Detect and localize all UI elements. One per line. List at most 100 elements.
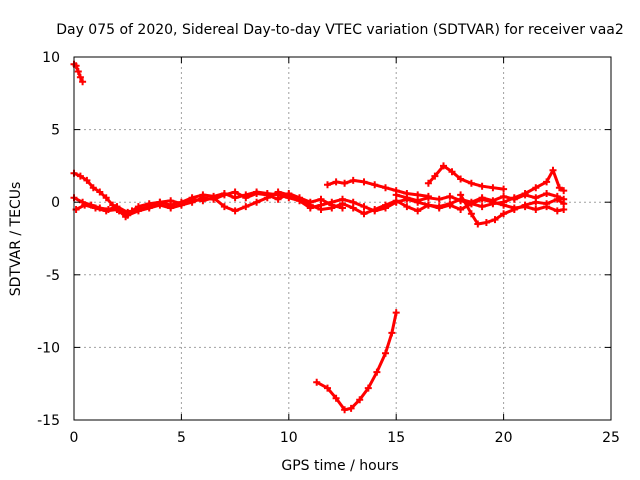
data-point (89, 184, 97, 192)
data-point (306, 198, 314, 206)
data-point (403, 203, 411, 211)
data-point (510, 206, 518, 213)
data-point (83, 176, 91, 184)
data-point (382, 349, 389, 357)
x-tick-label: 25 (602, 430, 620, 446)
y-tick-label: -5 (46, 268, 60, 284)
data-point (102, 194, 110, 202)
series-arc-7 (424, 162, 508, 193)
data-point (296, 194, 303, 202)
data-point (553, 195, 561, 203)
data-point (349, 176, 357, 184)
data-point (274, 188, 282, 196)
data-point (403, 194, 411, 202)
chart-title: Day 075 of 2020, Sidereal Day-to-day VTE… (56, 22, 624, 38)
data-point (431, 172, 439, 180)
data-point (543, 190, 551, 197)
data-point (220, 203, 228, 211)
data-point (79, 78, 87, 86)
series-arc-8 (457, 191, 568, 228)
data-point (371, 181, 379, 189)
x-tick-label: 15 (387, 430, 405, 446)
data-point (457, 175, 465, 183)
data-point (177, 201, 185, 209)
data-point (543, 200, 551, 208)
data-point (76, 172, 84, 180)
series-arc-1 (70, 60, 87, 86)
data-point (285, 190, 293, 197)
data-point (467, 200, 475, 208)
data-point (210, 195, 218, 203)
data-point (478, 182, 486, 190)
data-point (435, 204, 443, 212)
data-point (324, 384, 331, 392)
data-point (446, 192, 454, 200)
data-point (339, 204, 346, 212)
data-point (489, 200, 497, 208)
data-point (332, 178, 340, 186)
data-point (388, 329, 396, 337)
data-point (424, 179, 432, 187)
data-point (382, 201, 389, 209)
data-point (274, 195, 282, 203)
data-point (347, 404, 355, 412)
data-point (145, 204, 153, 212)
data-point (341, 406, 349, 414)
data-point (532, 198, 540, 206)
data-point (199, 194, 207, 202)
data-point (543, 178, 551, 186)
data-point (313, 378, 321, 386)
plot-frame (73, 56, 612, 421)
data-point (448, 168, 456, 176)
data-point (242, 203, 250, 211)
data-point (467, 210, 475, 218)
x-axis-label: GPS time / hours (281, 458, 398, 474)
data-point (220, 191, 228, 199)
data-point (242, 194, 250, 202)
data-point (231, 207, 239, 215)
data-point (392, 309, 400, 317)
data-point (491, 216, 499, 224)
grid (74, 57, 611, 420)
data-point (317, 195, 325, 203)
data-point (446, 201, 454, 209)
data-point (328, 201, 336, 209)
data-series (70, 60, 568, 414)
data-point (102, 207, 110, 215)
y-tick-label: -10 (37, 340, 60, 356)
x-tick-label: 0 (70, 430, 79, 446)
data-point (500, 210, 508, 218)
data-point (560, 200, 568, 208)
data-point (489, 184, 497, 192)
data-point (392, 191, 400, 199)
y-tick-label: 0 (51, 195, 60, 211)
data-point (253, 190, 261, 197)
data-point (76, 73, 84, 81)
data-point (510, 194, 518, 202)
data-point (167, 197, 175, 205)
data-point (555, 184, 563, 192)
data-point (253, 198, 261, 206)
data-point (92, 204, 99, 212)
data-point (124, 211, 132, 219)
data-point (167, 204, 175, 212)
data-point (532, 184, 540, 192)
data-point (500, 185, 508, 193)
data-point (382, 184, 389, 192)
data-point (440, 162, 447, 170)
data-point (332, 394, 340, 402)
data-point (532, 206, 540, 213)
y-axis-label: SDTVAR / TECUs (8, 182, 24, 297)
data-point (560, 187, 568, 195)
data-point (360, 178, 368, 186)
data-point (263, 191, 271, 199)
data-point (482, 219, 490, 226)
data-point (457, 191, 465, 199)
data-point (553, 207, 561, 215)
data-point (360, 203, 368, 211)
data-point (349, 204, 357, 212)
data-point (74, 68, 82, 75)
data-point (373, 368, 381, 376)
series-arc-6 (392, 166, 568, 211)
